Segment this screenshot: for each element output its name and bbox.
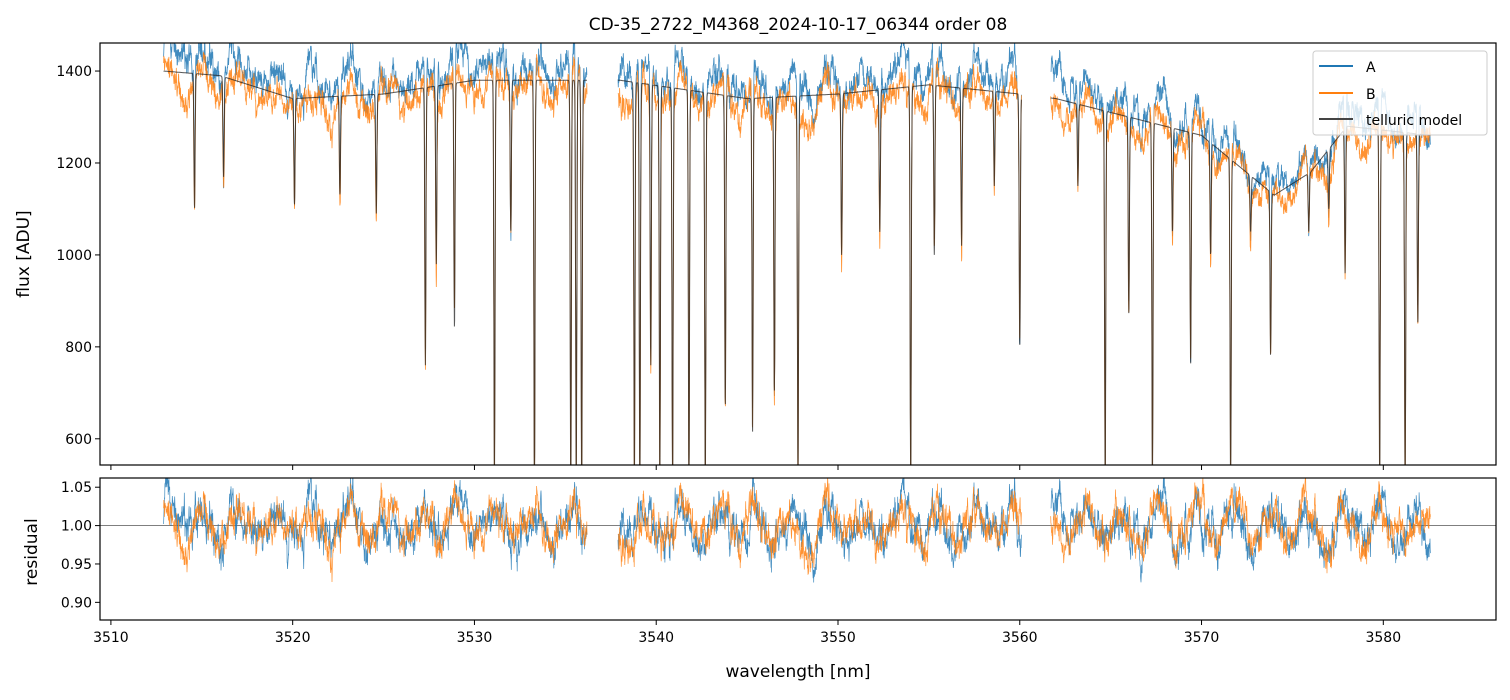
x-tick-label: 3550 <box>820 630 856 646</box>
plot-area <box>100 478 1496 583</box>
x-tick-label: 3540 <box>638 630 674 646</box>
x-tick-label: 3580 <box>1365 630 1401 646</box>
plot-area <box>163 43 1431 465</box>
legend-label-a: A <box>1366 60 1376 76</box>
x-tick-label: 3530 <box>457 630 493 646</box>
legend-label-telluric: telluric model <box>1366 113 1462 129</box>
axes-frame <box>99 42 1497 466</box>
y-tick-label: 1200 <box>56 156 92 172</box>
y-tick-label: 1400 <box>56 64 92 80</box>
legend-box <box>1312 50 1488 136</box>
legend-label-b: B <box>1366 87 1376 103</box>
x-tick-label: 3570 <box>1184 630 1220 646</box>
x-tick-label: 3510 <box>93 630 129 646</box>
legend: A B telluric model <box>1312 50 1488 136</box>
residual-a-segment-3 <box>1050 478 1431 583</box>
series-a-segment-2 <box>617 43 1022 465</box>
y-tick-label: 1000 <box>56 248 92 264</box>
flux-axis-label: flux [ADU] <box>14 210 34 297</box>
residual-axis-label: residual <box>22 518 42 585</box>
telluric-model-segment-2 <box>618 79 1022 465</box>
y-tick-label: 0.95 <box>61 557 92 573</box>
y-tick-label: 800 <box>65 340 92 356</box>
x-tick-label: 3560 <box>1002 630 1038 646</box>
residual-b-segment-2 <box>617 478 1022 576</box>
x-tick-label: 3520 <box>275 630 311 646</box>
series-b-segment-3 <box>1050 82 1431 465</box>
axes-frame <box>99 477 1497 621</box>
x-axis-label: wavelength [nm] <box>725 662 870 682</box>
residual-panel: 0.90 0.95 1.00 1.05 3510 3520 3530 3540 3550 3560… <box>61 477 1497 646</box>
y-tick-label: 0.90 <box>61 595 92 611</box>
chart-title: CD-35_2722_M4368_2024-10-17_06344 order … <box>589 15 1008 35</box>
residual-a-segment-2 <box>617 478 1022 583</box>
y-tick-label: 1.00 <box>61 519 92 535</box>
series-b-segment-2 <box>617 57 1022 465</box>
residual-b-segment-1 <box>163 480 588 583</box>
residual-b-segment-3 <box>1050 478 1431 574</box>
telluric-model-segment-1 <box>163 70 587 465</box>
y-tick-label: 600 <box>65 432 92 448</box>
flux-panel: 600 800 1000 1200 1400 <box>56 42 1497 470</box>
y-tick-label: 1.05 <box>61 480 92 496</box>
